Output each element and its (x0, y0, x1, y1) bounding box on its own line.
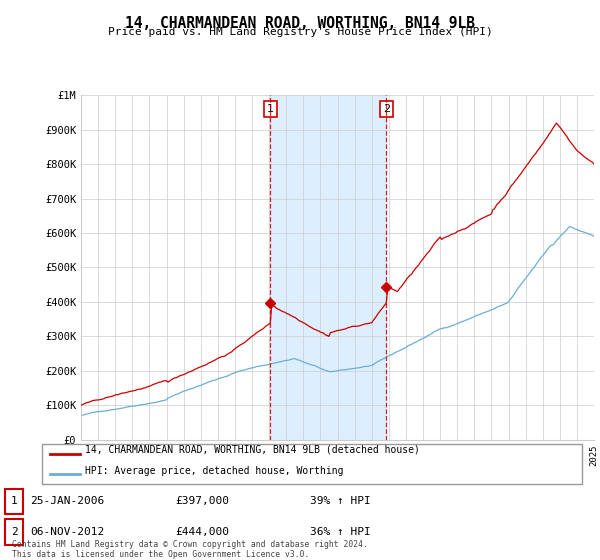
Text: 39% ↑ HPI: 39% ↑ HPI (310, 496, 371, 506)
Bar (270, 95, 386, 440)
Text: 2: 2 (11, 527, 17, 537)
FancyBboxPatch shape (5, 488, 23, 514)
Text: 1: 1 (267, 104, 274, 114)
Text: Contains HM Land Registry data © Crown copyright and database right 2024.
This d: Contains HM Land Registry data © Crown c… (12, 540, 368, 559)
FancyBboxPatch shape (42, 444, 582, 484)
Text: 06-NOV-2012: 06-NOV-2012 (30, 527, 104, 537)
Text: HPI: Average price, detached house, Worthing: HPI: Average price, detached house, Wort… (85, 465, 344, 475)
Text: 25-JAN-2006: 25-JAN-2006 (30, 496, 104, 506)
Text: Price paid vs. HM Land Registry's House Price Index (HPI): Price paid vs. HM Land Registry's House … (107, 27, 493, 37)
Text: 14, CHARMANDEAN ROAD, WORTHING, BN14 9LB: 14, CHARMANDEAN ROAD, WORTHING, BN14 9LB (125, 16, 475, 31)
Text: £444,000: £444,000 (175, 527, 229, 537)
Text: 1: 1 (11, 496, 17, 506)
Text: 2: 2 (383, 104, 390, 114)
FancyBboxPatch shape (5, 520, 23, 544)
Text: 14, CHARMANDEAN ROAD, WORTHING, BN14 9LB (detached house): 14, CHARMANDEAN ROAD, WORTHING, BN14 9LB… (85, 445, 420, 455)
Text: £397,000: £397,000 (175, 496, 229, 506)
Text: 36% ↑ HPI: 36% ↑ HPI (310, 527, 371, 537)
